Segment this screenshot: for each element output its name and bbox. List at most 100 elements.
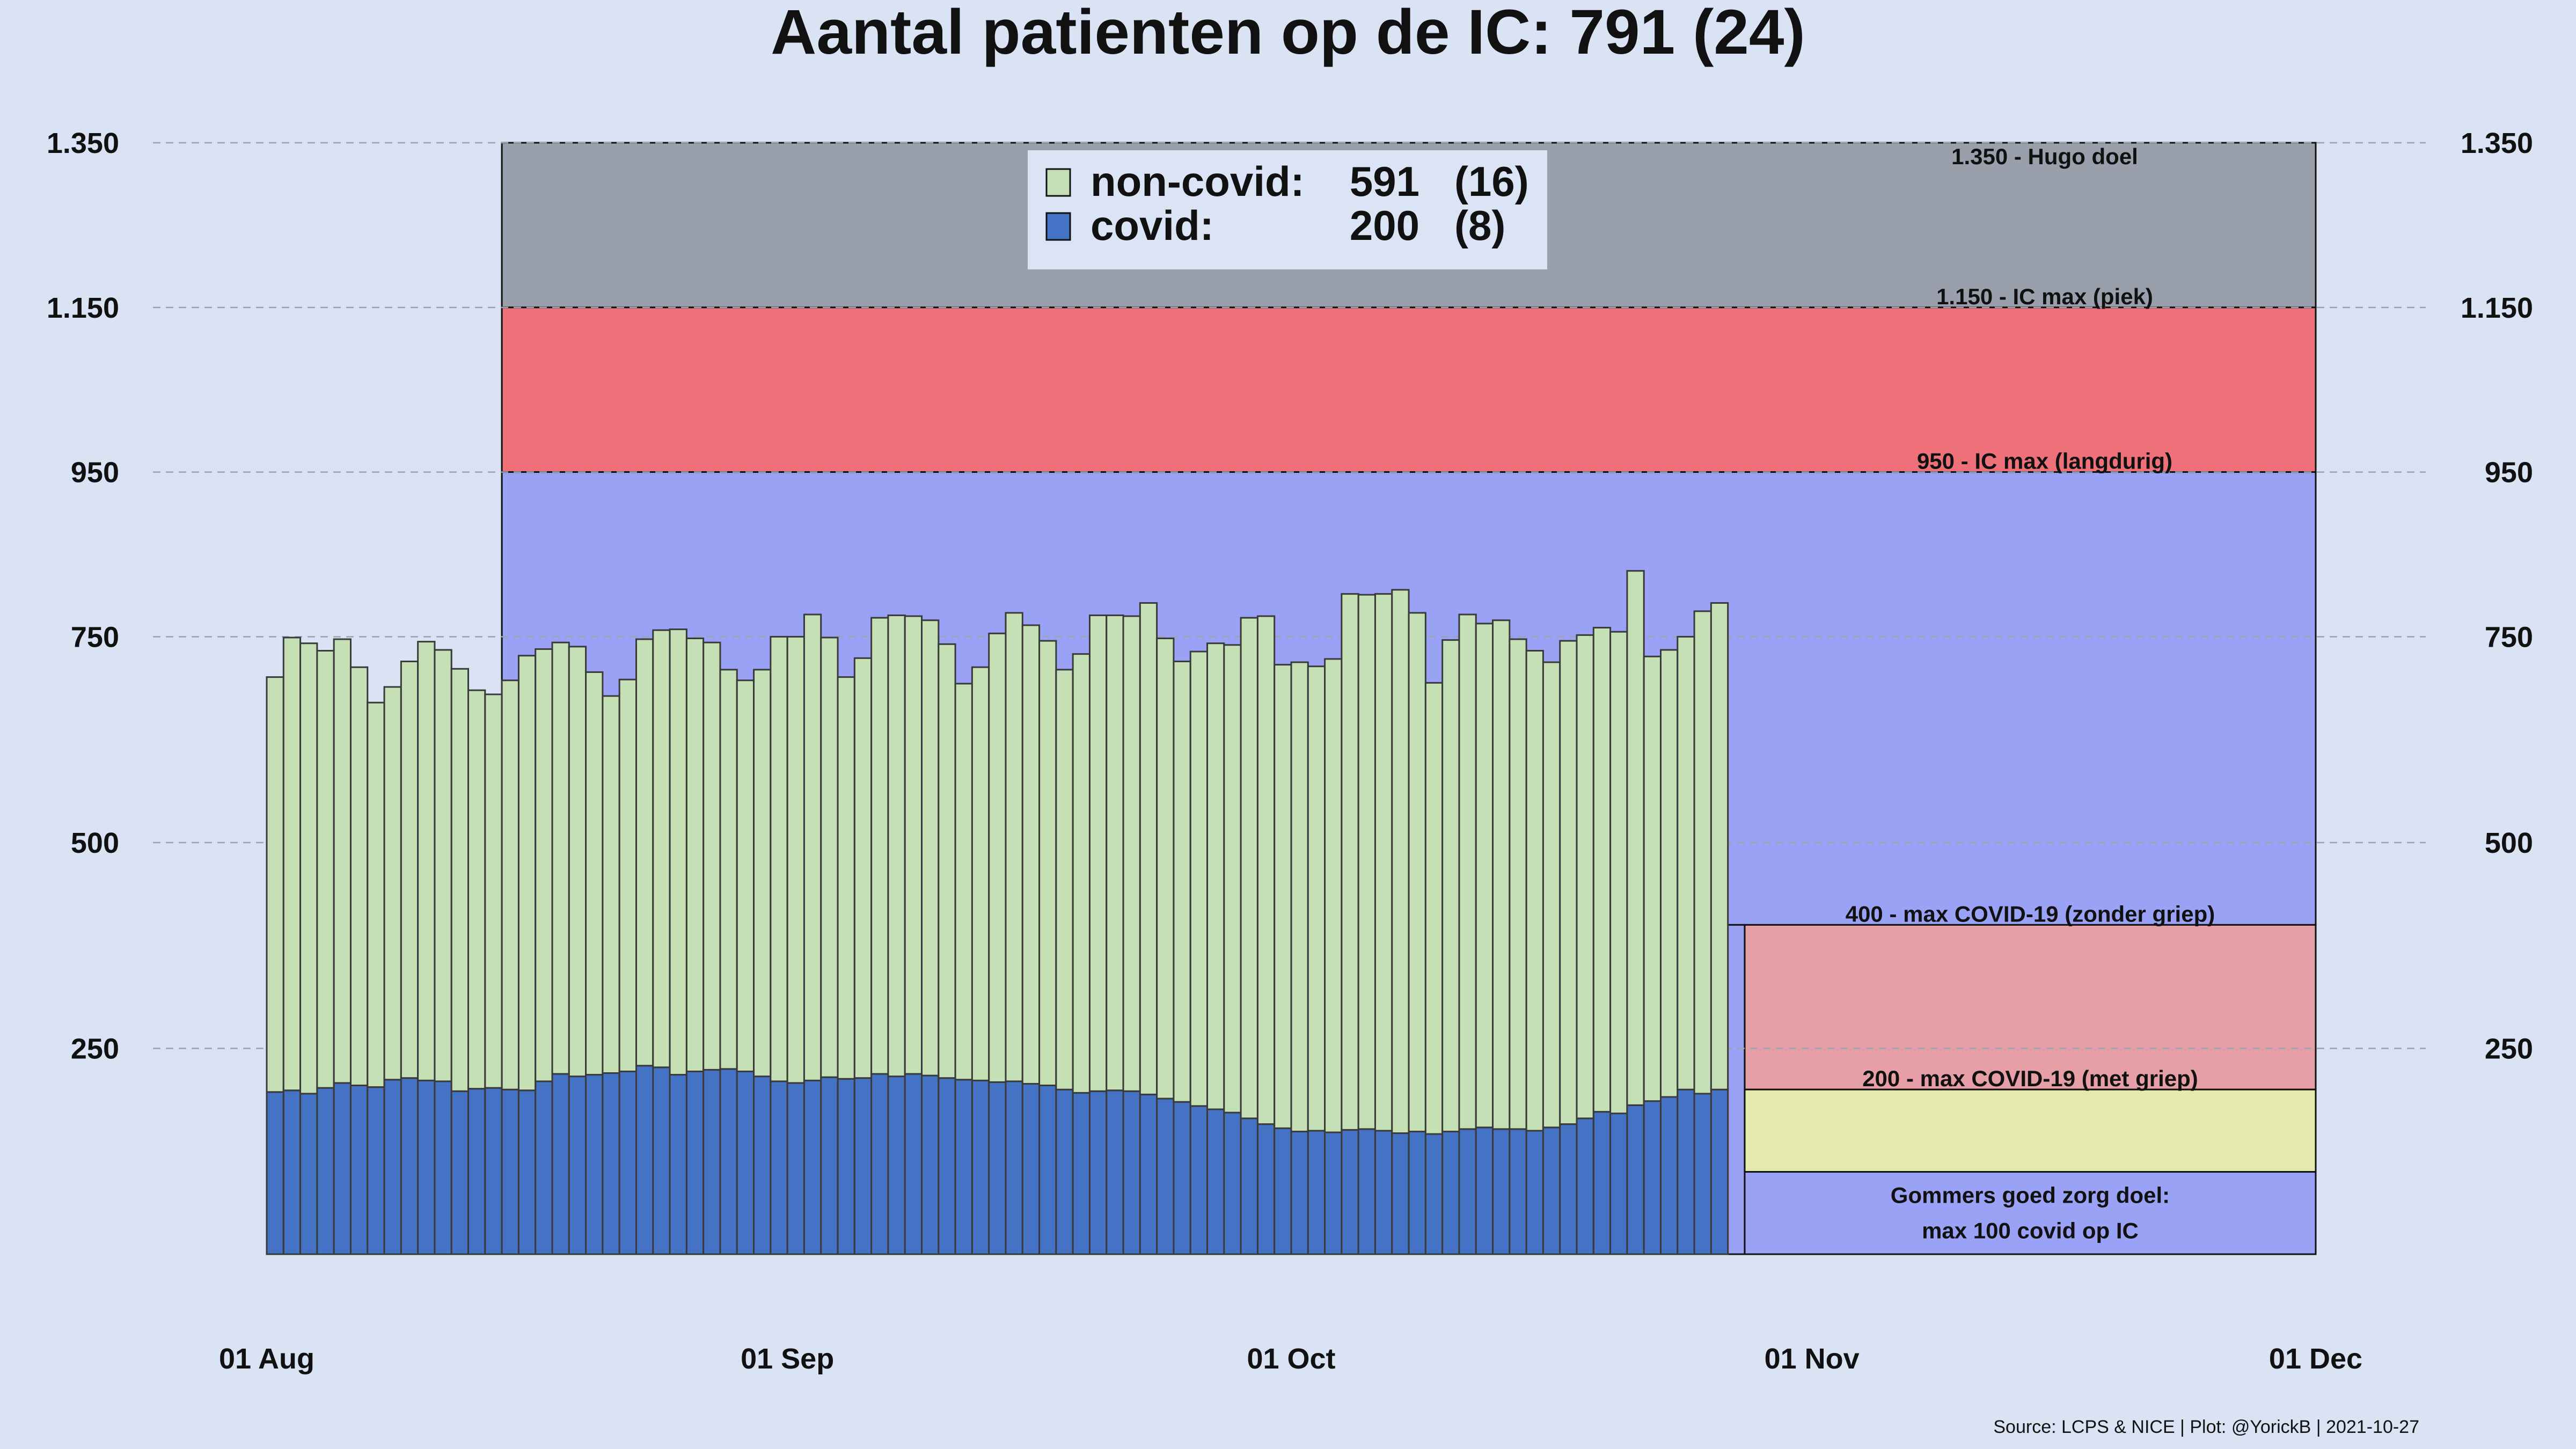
- non-covid-bar: [551, 641, 570, 1075]
- non-covid-bar: [333, 638, 352, 1084]
- covid-bar: [1274, 1127, 1292, 1255]
- non-covid-bar: [887, 614, 906, 1078]
- non-covid-bar: [1710, 602, 1729, 1091]
- covid-bar: [517, 1089, 537, 1255]
- non-covid-bar: [1156, 638, 1175, 1100]
- non-covid-bar: [1441, 639, 1460, 1132]
- non-covid-bar: [1324, 658, 1343, 1133]
- covid-bar: [921, 1074, 940, 1255]
- covid-bar: [753, 1075, 772, 1255]
- zone-1: [501, 306, 2317, 473]
- non-covid-bar: [870, 617, 889, 1075]
- covid-bar: [1038, 1085, 1057, 1255]
- covid-bar: [1357, 1128, 1376, 1255]
- zone-labels: 1.350 - Hugo doel 1.150 - IC max (piek) 95…: [1846, 144, 2215, 1243]
- y-tick-label: 250: [71, 1033, 119, 1065]
- non-covid-bar: [1122, 615, 1141, 1092]
- covid-bar: [1424, 1133, 1444, 1255]
- non-covid-bar: [820, 636, 839, 1078]
- non-covid-bar: [568, 646, 587, 1078]
- covid-bar: [1710, 1088, 1729, 1255]
- covid-bar: [1307, 1130, 1326, 1255]
- covid-bar: [652, 1066, 671, 1255]
- non-covid-bar: [1106, 614, 1124, 1092]
- non-covid-bar: [1223, 644, 1242, 1114]
- x-tick-label: 01 Dec: [2269, 1343, 2362, 1375]
- y-tick-label: 750: [71, 621, 119, 653]
- legend-value: 200: [1350, 202, 1419, 249]
- legend-box: [1028, 150, 1547, 269]
- non-covid-bar: [1256, 615, 1276, 1125]
- covid-bar: [870, 1073, 889, 1255]
- non-covid-bar: [535, 648, 553, 1082]
- covid-bar: [299, 1093, 318, 1255]
- zone-label: 950 - IC max (langdurig): [1917, 449, 2172, 474]
- covid-bar: [551, 1073, 570, 1255]
- covid-bar: [1509, 1128, 1527, 1255]
- covid-bar: [1659, 1096, 1679, 1255]
- covid-bar: [1173, 1101, 1191, 1255]
- covid-bar: [417, 1079, 436, 1255]
- covid-bar: [383, 1079, 402, 1255]
- x-tick-label: 01 Aug: [219, 1343, 314, 1375]
- non-covid-bar: [400, 660, 419, 1079]
- non-covid-bar: [954, 683, 973, 1081]
- non-covid-bar: [1592, 627, 1612, 1113]
- covid-bar: [1256, 1123, 1276, 1255]
- zone-label: max 100 covid op IC: [1922, 1218, 2139, 1243]
- covid-bar: [434, 1080, 452, 1255]
- non-covid-bar: [1072, 653, 1091, 1094]
- non-covid-bar: [1374, 593, 1393, 1132]
- non-covid-bar: [1659, 649, 1679, 1098]
- covid-bar: [1408, 1130, 1426, 1255]
- covid-bar: [1055, 1088, 1074, 1255]
- zone-label: 1.350 - Hugo doel: [1951, 144, 2138, 169]
- covid-bar: [1592, 1111, 1612, 1255]
- non-covid-bar: [1290, 661, 1309, 1132]
- covid-bar: [786, 1082, 805, 1255]
- covid-bar: [853, 1077, 873, 1255]
- covid-bar: [1223, 1111, 1242, 1255]
- non-covid-bar: [1626, 570, 1645, 1106]
- covid-bar: [1290, 1130, 1309, 1255]
- covid-swatch: [1045, 212, 1071, 241]
- non-covid-bar: [988, 632, 1007, 1083]
- non-covid-bar: [938, 643, 956, 1079]
- covid-bar: [938, 1077, 956, 1255]
- covid-bar: [719, 1068, 738, 1255]
- y-tick-label: 1.150: [2461, 292, 2533, 324]
- zone-5: [1744, 1088, 2317, 1173]
- covid-bar: [837, 1078, 855, 1255]
- legend: non-covid: 591 (16) covid: 200 (8): [1028, 150, 1547, 269]
- non-covid-bar: [904, 615, 923, 1075]
- covid-bar: [1021, 1082, 1041, 1255]
- covid-bar: [400, 1077, 419, 1255]
- non-covid-bar: [753, 669, 772, 1078]
- legend-value: 591: [1350, 158, 1419, 205]
- covid-bar: [367, 1086, 385, 1255]
- non-covid-bar: [837, 676, 855, 1080]
- non-covid-bar: [1088, 614, 1108, 1092]
- zone-label: 200 - max COVID-19 (met griep): [1862, 1066, 2198, 1091]
- non-covid-bar: [702, 641, 721, 1071]
- covid-bar: [887, 1075, 906, 1255]
- covid-bar: [282, 1089, 302, 1255]
- non-covid-bar: [1693, 610, 1712, 1095]
- covid-bar: [1206, 1108, 1225, 1255]
- y-tick-label: 750: [2485, 621, 2533, 653]
- covid-bar: [904, 1073, 923, 1255]
- chart-title: Aantal patienten op de IC: 791 (24): [771, 0, 1805, 68]
- covid-bar: [820, 1076, 839, 1255]
- y-tick-label: 1.350: [47, 127, 119, 159]
- non-covid-bar: [1240, 617, 1258, 1119]
- non-covid-bar: [1408, 612, 1426, 1132]
- covid-bar: [467, 1088, 486, 1255]
- covid-bar: [635, 1065, 654, 1255]
- covid-bar: [971, 1079, 990, 1255]
- covid-bar: [501, 1088, 519, 1255]
- y-tick-label: 500: [71, 827, 119, 859]
- covid-bar: [702, 1069, 721, 1255]
- legend-delta: (8): [1454, 202, 1505, 249]
- non-covid-bar: [602, 695, 620, 1074]
- y-tick-label: 950: [71, 457, 119, 489]
